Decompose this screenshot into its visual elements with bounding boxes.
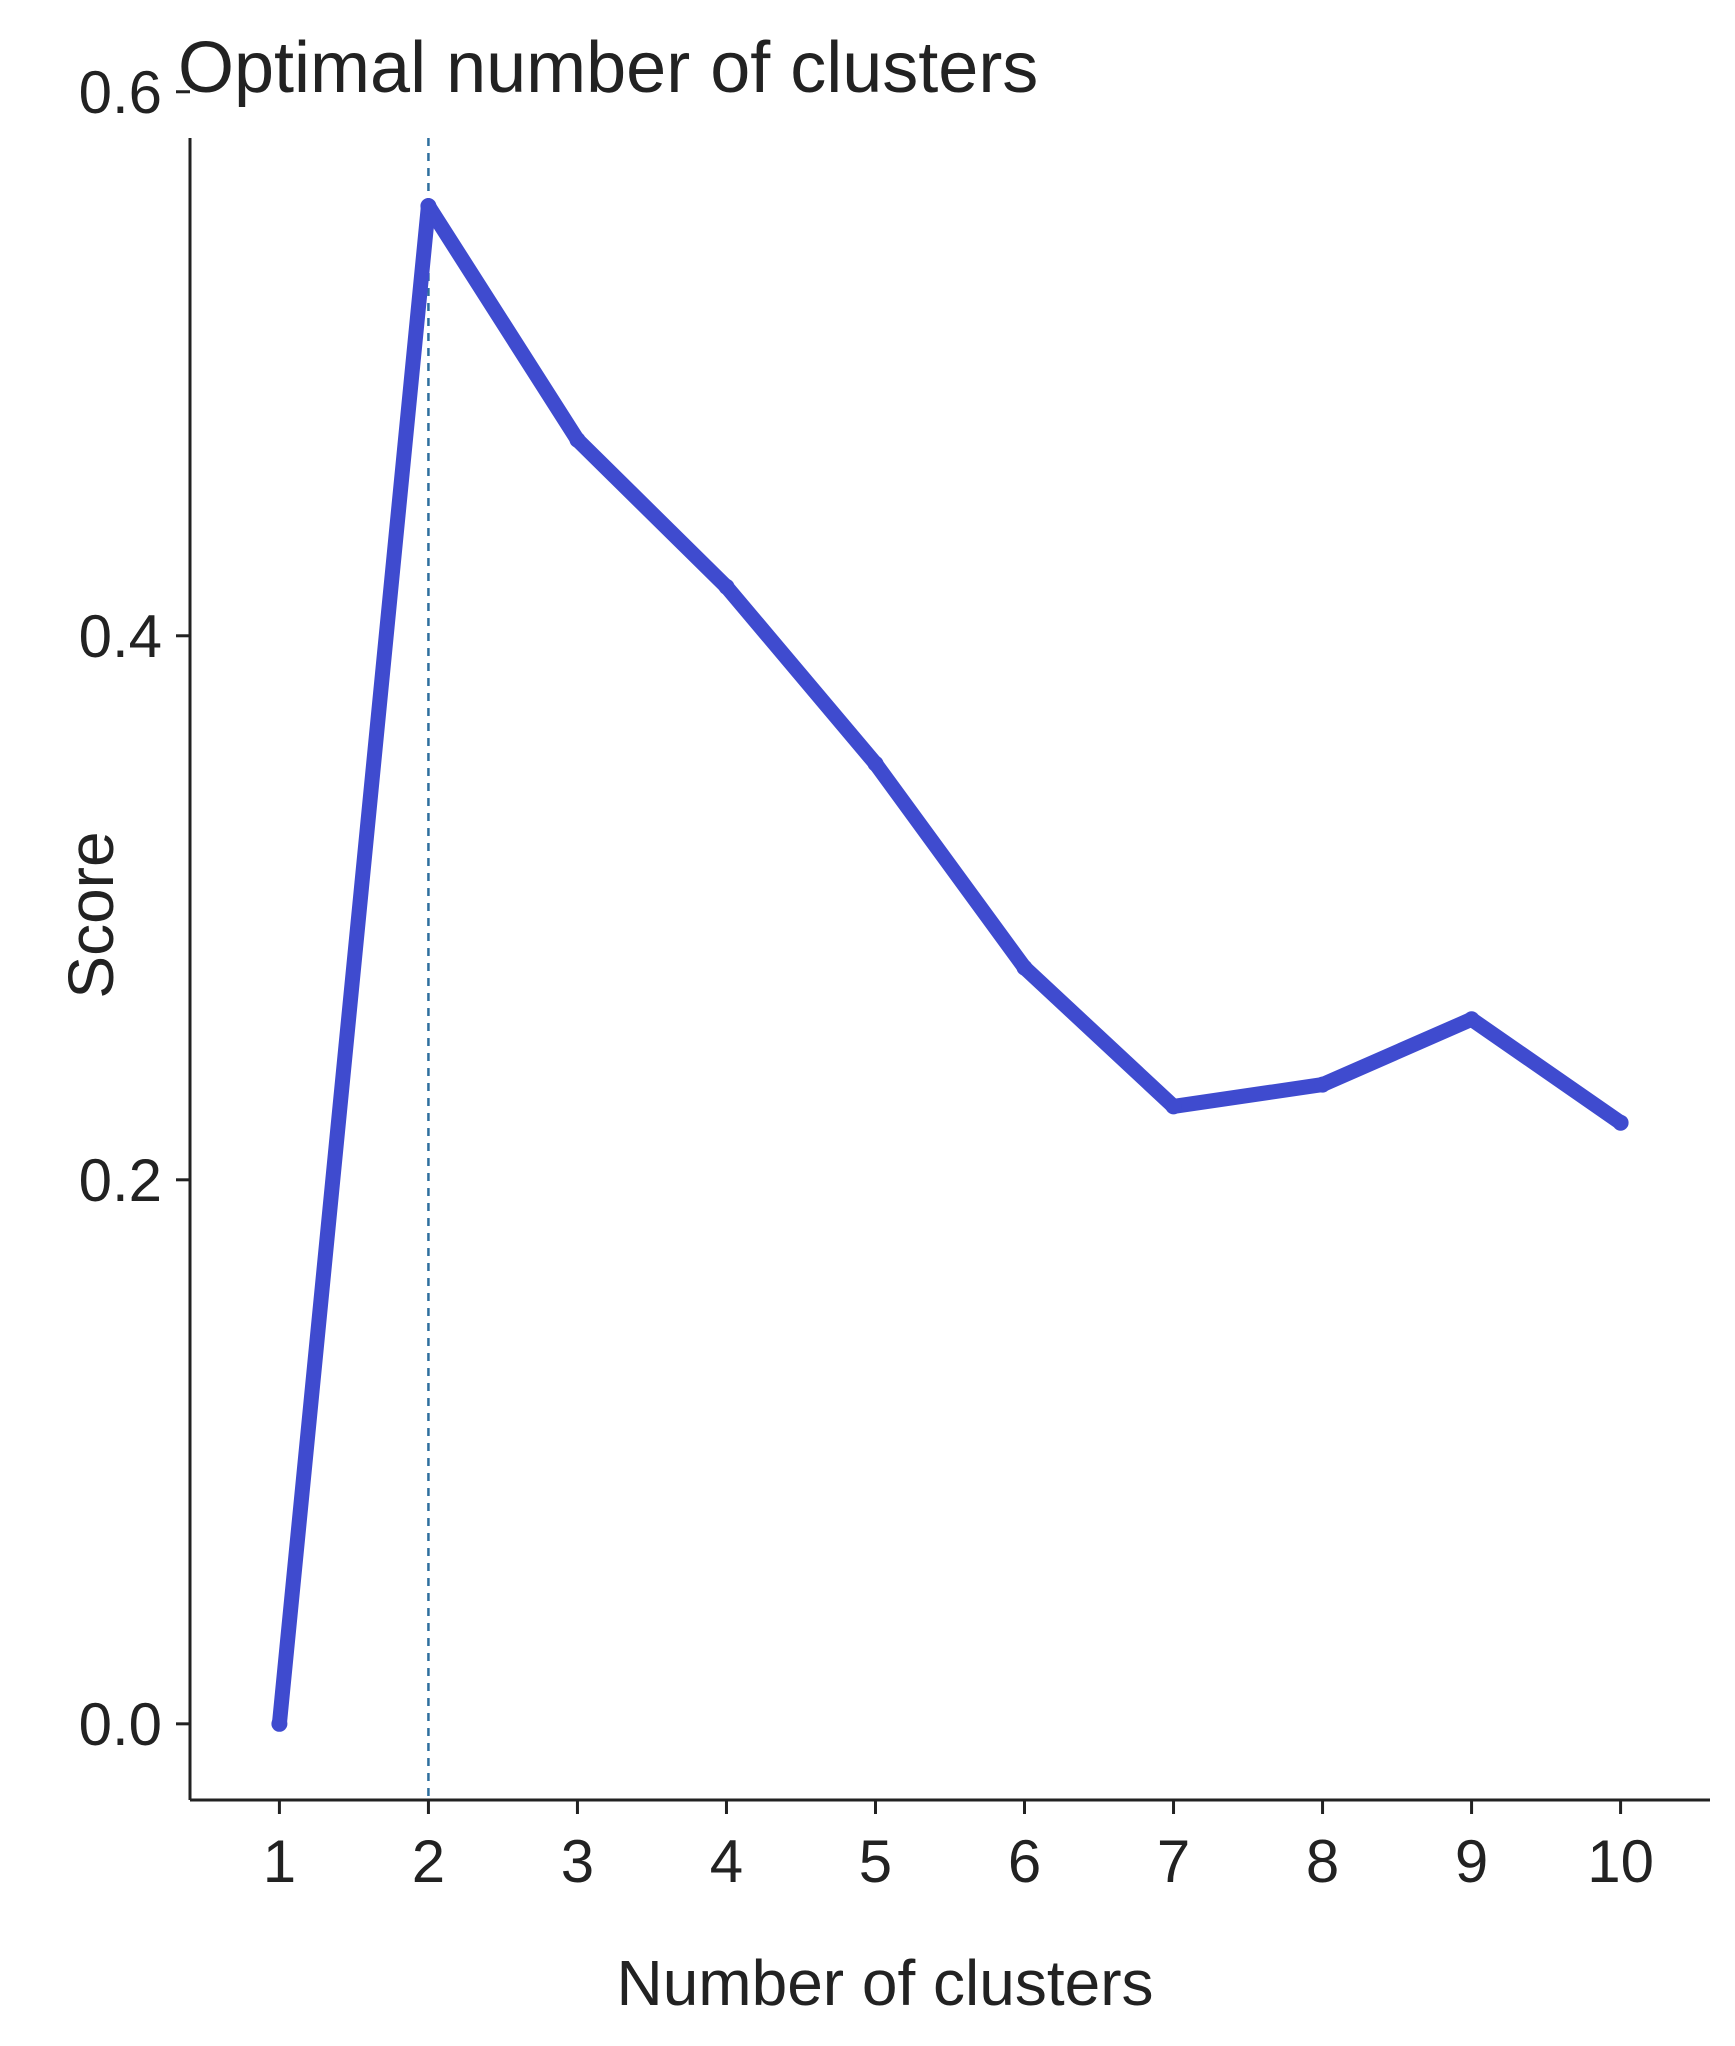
- data-point: [1314, 1076, 1331, 1093]
- x-tick-label: 3: [561, 1828, 594, 1895]
- x-tick-label: 10: [1587, 1828, 1654, 1895]
- x-tick-label: 2: [412, 1828, 445, 1895]
- data-point: [569, 431, 586, 448]
- data-point: [271, 1715, 288, 1732]
- x-axis-label: Number of clusters: [616, 1947, 1153, 2019]
- x-tick-label: 8: [1306, 1828, 1339, 1895]
- data-point: [420, 198, 437, 214]
- axes: [188, 138, 1710, 1802]
- y-tick-label: 0.4: [79, 603, 162, 670]
- x-tick-label: 1: [263, 1828, 296, 1895]
- x-tick-label: 6: [1008, 1828, 1041, 1895]
- y-tick-label: 0.2: [79, 1147, 162, 1214]
- ticks: 0.0 0.2 0.4 0.6 1 2 3 4 5 6 7 8 9 10: [79, 59, 1654, 1895]
- score-series-line: [271, 198, 1629, 1732]
- x-tick-label: 4: [710, 1828, 743, 1895]
- data-point: [867, 755, 884, 772]
- x-tick-label: 9: [1455, 1828, 1488, 1895]
- x-tick-label: 5: [859, 1828, 892, 1895]
- chart-title: Optimal number of clusters: [178, 28, 1038, 108]
- data-point: [718, 578, 735, 595]
- series: [271, 198, 1629, 1732]
- y-tick-label: 0.0: [79, 1691, 162, 1758]
- y-axis-label: Score: [55, 831, 127, 998]
- data-point: [1165, 1098, 1182, 1115]
- x-tick-label: 7: [1157, 1828, 1190, 1895]
- data-point: [1612, 1114, 1629, 1131]
- data-point: [1016, 959, 1033, 976]
- data-point: [1463, 1011, 1480, 1028]
- y-tick-label: 0.6: [79, 59, 162, 126]
